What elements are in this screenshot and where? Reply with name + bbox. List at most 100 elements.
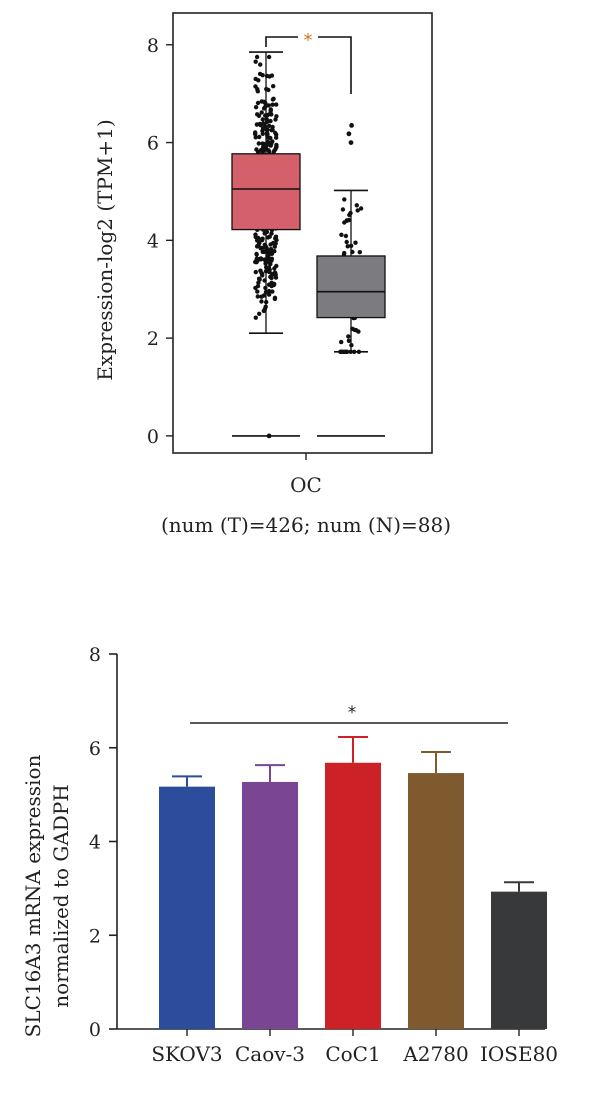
data-point bbox=[273, 130, 278, 136]
data-point bbox=[346, 338, 352, 343]
box-plot-y-tick-label: 8 bbox=[147, 35, 159, 57]
data-point bbox=[260, 117, 265, 122]
data-point bbox=[268, 248, 274, 253]
data-point bbox=[339, 232, 344, 237]
box-iqr bbox=[231, 153, 301, 231]
data-point bbox=[265, 112, 270, 118]
data-point bbox=[253, 269, 258, 275]
data-point bbox=[255, 112, 260, 117]
data-point bbox=[266, 148, 271, 153]
data-point bbox=[268, 118, 273, 124]
bar-chart-y-ticks: 0 2 4 6 8 bbox=[89, 644, 117, 1041]
data-point bbox=[268, 135, 273, 141]
data-point bbox=[342, 220, 347, 225]
data-point bbox=[358, 206, 364, 211]
box-significance-bracket bbox=[265, 36, 352, 94]
box-plot-frame bbox=[172, 12, 433, 454]
data-point bbox=[260, 149, 265, 154]
data-point bbox=[266, 123, 272, 128]
data-point bbox=[345, 244, 350, 249]
data-point bbox=[270, 289, 275, 294]
bar-chart-x-tick-labels: SKOV3 Caov-3 CoC1 A2780 IOSE80 bbox=[151, 1029, 558, 1066]
data-point bbox=[257, 134, 262, 140]
box-plot-y-tick-label: 2 bbox=[147, 328, 159, 350]
data-point bbox=[255, 89, 260, 94]
outlier-point bbox=[349, 123, 354, 128]
bar bbox=[159, 786, 215, 1029]
bar-x-tick-label: Caov-3 bbox=[235, 1042, 305, 1066]
data-point bbox=[266, 292, 272, 297]
data-point bbox=[255, 289, 260, 294]
box-plot-x-category-label: OC bbox=[290, 473, 322, 497]
bar bbox=[242, 781, 298, 1029]
data-point bbox=[255, 257, 260, 262]
data-point bbox=[270, 102, 275, 107]
data-point bbox=[357, 250, 362, 255]
box-plot-y-ticks: 0 2 4 6 8 bbox=[147, 35, 173, 448]
data-point bbox=[259, 299, 264, 304]
data-point bbox=[340, 207, 346, 212]
box-plot: 0 2 4 6 8 Expression-log2 (TPM+1) OC (num (T… bbox=[93, 12, 451, 537]
data-point bbox=[260, 236, 265, 241]
data-point bbox=[269, 141, 274, 146]
bar-group-skov3 bbox=[159, 775, 215, 1029]
data-point bbox=[268, 108, 273, 114]
data-point bbox=[255, 100, 261, 106]
data-point bbox=[269, 112, 274, 117]
box-plot-y-tick-label: 4 bbox=[147, 230, 159, 252]
data-point bbox=[256, 141, 261, 146]
data-point bbox=[266, 282, 272, 287]
data-point bbox=[256, 235, 261, 241]
bar-significance-mark: * bbox=[348, 703, 357, 723]
data-point bbox=[268, 274, 273, 280]
data-point bbox=[254, 54, 260, 60]
box-plot-points bbox=[252, 54, 364, 439]
data-point bbox=[256, 280, 261, 285]
data-point bbox=[265, 139, 271, 145]
bar-chart-y-axis-label-line1: SLC16A3 mRNA expression bbox=[21, 755, 45, 1038]
bar-chart: 0 2 4 6 8 SKOV3 Caov-3 CoC1 A2780 IOSE80 * SLC16… bbox=[21, 644, 558, 1066]
data-point bbox=[342, 197, 347, 202]
data-point bbox=[256, 276, 262, 281]
data-point bbox=[274, 114, 279, 119]
data-point bbox=[270, 97, 276, 102]
data-point bbox=[272, 295, 278, 300]
data-point bbox=[253, 315, 258, 320]
box-plot-boxes bbox=[231, 36, 386, 437]
box-n bbox=[316, 189, 386, 437]
box-plot-significance-mark: * bbox=[304, 30, 313, 51]
data-point bbox=[274, 135, 279, 140]
bar-group-iose80 bbox=[491, 881, 547, 1029]
data-point bbox=[260, 73, 265, 78]
data-point bbox=[258, 62, 263, 67]
data-point bbox=[273, 235, 278, 240]
bar-chart-bars bbox=[159, 735, 547, 1029]
data-point bbox=[344, 239, 349, 245]
bar bbox=[325, 762, 381, 1029]
box-iqr bbox=[316, 255, 386, 319]
data-point bbox=[339, 339, 344, 345]
data-point bbox=[272, 281, 277, 287]
outlier-point bbox=[346, 131, 352, 137]
bar-chart-y-axis-label-line2: normalized to GADPH bbox=[49, 784, 73, 1008]
data-point bbox=[254, 252, 259, 257]
data-point bbox=[253, 131, 258, 137]
bar-y-tick-label: 6 bbox=[89, 738, 101, 760]
data-point bbox=[256, 242, 261, 248]
data-point bbox=[257, 121, 263, 127]
data-point bbox=[260, 249, 265, 254]
data-point bbox=[255, 283, 261, 289]
data-point bbox=[258, 256, 264, 261]
bar-x-tick-label: SKOV3 bbox=[151, 1042, 222, 1066]
bar-x-tick-label: IOSE80 bbox=[480, 1042, 558, 1066]
data-point bbox=[261, 99, 267, 105]
box-plot-subtitle: (num (T)=426; num (N)=88) bbox=[161, 513, 451, 537]
box-plot-axes bbox=[172, 12, 433, 460]
data-point bbox=[259, 294, 264, 299]
data-point bbox=[354, 203, 359, 208]
bar-y-tick-label: 4 bbox=[89, 832, 101, 854]
data-point bbox=[274, 102, 279, 107]
data-point bbox=[266, 259, 271, 264]
bar-x-tick-label: A2780 bbox=[402, 1042, 468, 1066]
bar-group-a2780 bbox=[408, 750, 464, 1029]
